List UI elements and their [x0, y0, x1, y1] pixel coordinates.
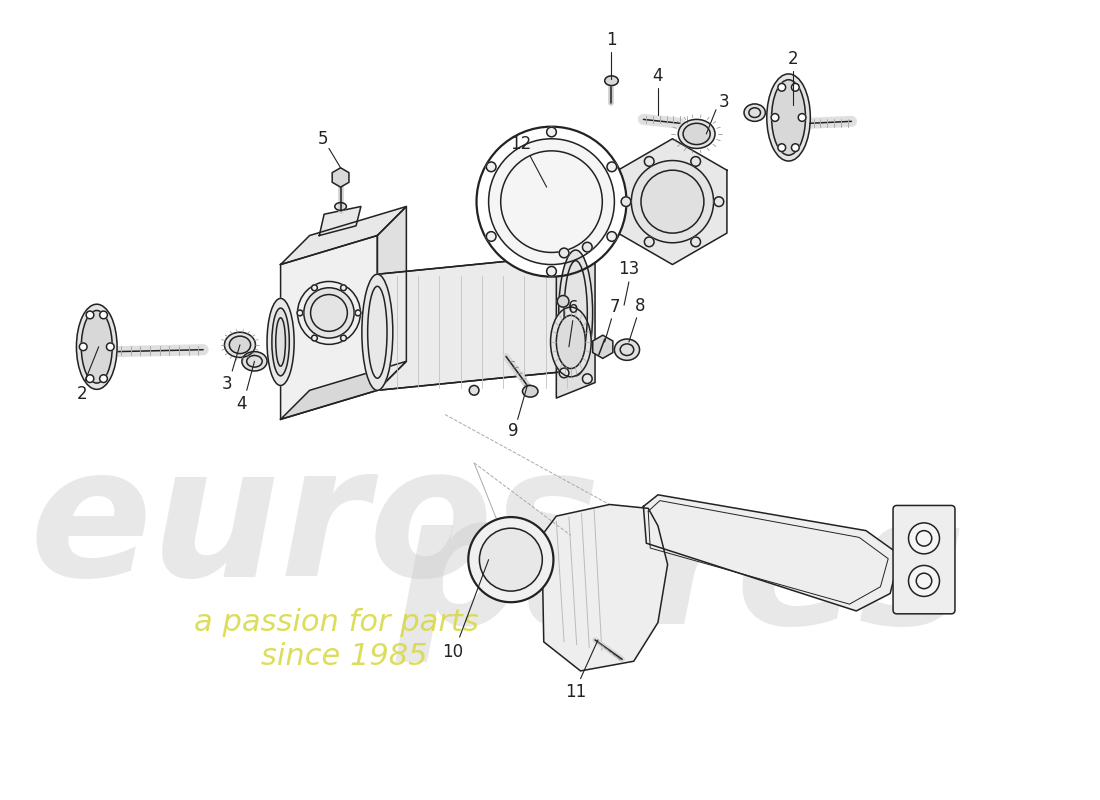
Circle shape: [792, 83, 800, 91]
Circle shape: [778, 83, 785, 91]
Ellipse shape: [480, 528, 542, 591]
Circle shape: [470, 386, 478, 395]
Ellipse shape: [297, 282, 361, 344]
Ellipse shape: [559, 250, 593, 376]
Ellipse shape: [488, 138, 615, 265]
Ellipse shape: [242, 352, 267, 371]
Circle shape: [559, 368, 569, 378]
Circle shape: [486, 232, 496, 242]
Polygon shape: [280, 206, 406, 265]
Ellipse shape: [631, 161, 714, 242]
Polygon shape: [280, 362, 406, 419]
Text: 2: 2: [788, 50, 799, 69]
Text: 9: 9: [507, 422, 518, 440]
Ellipse shape: [334, 202, 346, 210]
Ellipse shape: [550, 307, 591, 377]
Ellipse shape: [304, 288, 354, 338]
Ellipse shape: [557, 315, 585, 369]
Ellipse shape: [362, 274, 393, 390]
Circle shape: [107, 343, 114, 350]
Text: 1: 1: [606, 31, 617, 49]
Circle shape: [297, 310, 302, 316]
Circle shape: [311, 285, 318, 290]
Polygon shape: [644, 495, 900, 611]
Polygon shape: [542, 505, 668, 671]
Circle shape: [86, 311, 94, 319]
Text: 7: 7: [609, 298, 619, 316]
Text: 11: 11: [565, 683, 586, 701]
Ellipse shape: [641, 170, 704, 233]
Circle shape: [100, 374, 108, 382]
Circle shape: [799, 114, 806, 122]
Circle shape: [621, 197, 630, 206]
Circle shape: [100, 311, 108, 319]
Polygon shape: [280, 235, 377, 419]
Ellipse shape: [522, 386, 538, 397]
Polygon shape: [377, 255, 571, 390]
Text: 10: 10: [442, 642, 463, 661]
Circle shape: [607, 162, 617, 172]
Circle shape: [583, 374, 592, 383]
Text: euros: euros: [29, 438, 601, 614]
Polygon shape: [557, 228, 595, 398]
Ellipse shape: [476, 126, 627, 277]
Circle shape: [607, 232, 617, 242]
Circle shape: [645, 237, 654, 246]
Polygon shape: [618, 138, 727, 265]
Text: 13: 13: [618, 260, 639, 278]
Ellipse shape: [267, 298, 294, 386]
Text: 6: 6: [568, 299, 578, 317]
Text: 3: 3: [222, 374, 233, 393]
Ellipse shape: [229, 336, 251, 354]
Circle shape: [341, 335, 346, 341]
Text: a passion for parts: a passion for parts: [194, 608, 478, 637]
Text: 4: 4: [236, 395, 248, 413]
Circle shape: [547, 127, 557, 137]
Circle shape: [792, 144, 800, 151]
Text: since 1985: since 1985: [261, 642, 428, 671]
Ellipse shape: [771, 80, 805, 155]
Circle shape: [583, 242, 592, 252]
Ellipse shape: [605, 76, 618, 86]
Ellipse shape: [469, 517, 553, 602]
Circle shape: [311, 335, 318, 341]
Ellipse shape: [76, 304, 117, 390]
Text: pares: pares: [397, 486, 967, 662]
Circle shape: [547, 266, 557, 276]
Ellipse shape: [615, 339, 639, 360]
Ellipse shape: [744, 104, 766, 122]
Polygon shape: [377, 206, 406, 390]
Circle shape: [909, 523, 939, 554]
Circle shape: [79, 343, 87, 350]
Ellipse shape: [683, 123, 711, 145]
Text: 8: 8: [636, 297, 646, 315]
Circle shape: [341, 285, 346, 290]
Circle shape: [558, 295, 569, 307]
Circle shape: [559, 248, 569, 258]
Polygon shape: [319, 206, 361, 235]
Ellipse shape: [679, 119, 715, 149]
Circle shape: [86, 374, 94, 382]
Ellipse shape: [81, 310, 112, 383]
Circle shape: [691, 157, 701, 166]
Text: 5: 5: [318, 130, 329, 148]
Circle shape: [778, 144, 785, 151]
Circle shape: [771, 114, 779, 122]
Circle shape: [645, 157, 654, 166]
Circle shape: [691, 237, 701, 246]
FancyBboxPatch shape: [893, 506, 955, 614]
Circle shape: [486, 162, 496, 172]
Circle shape: [714, 197, 724, 206]
Text: 2: 2: [77, 385, 88, 403]
Text: 3: 3: [718, 93, 729, 111]
Ellipse shape: [767, 74, 811, 161]
Ellipse shape: [224, 332, 255, 358]
Text: 12: 12: [510, 134, 531, 153]
Circle shape: [909, 566, 939, 597]
Ellipse shape: [272, 308, 289, 376]
Text: 4: 4: [652, 67, 663, 85]
Circle shape: [355, 310, 361, 316]
